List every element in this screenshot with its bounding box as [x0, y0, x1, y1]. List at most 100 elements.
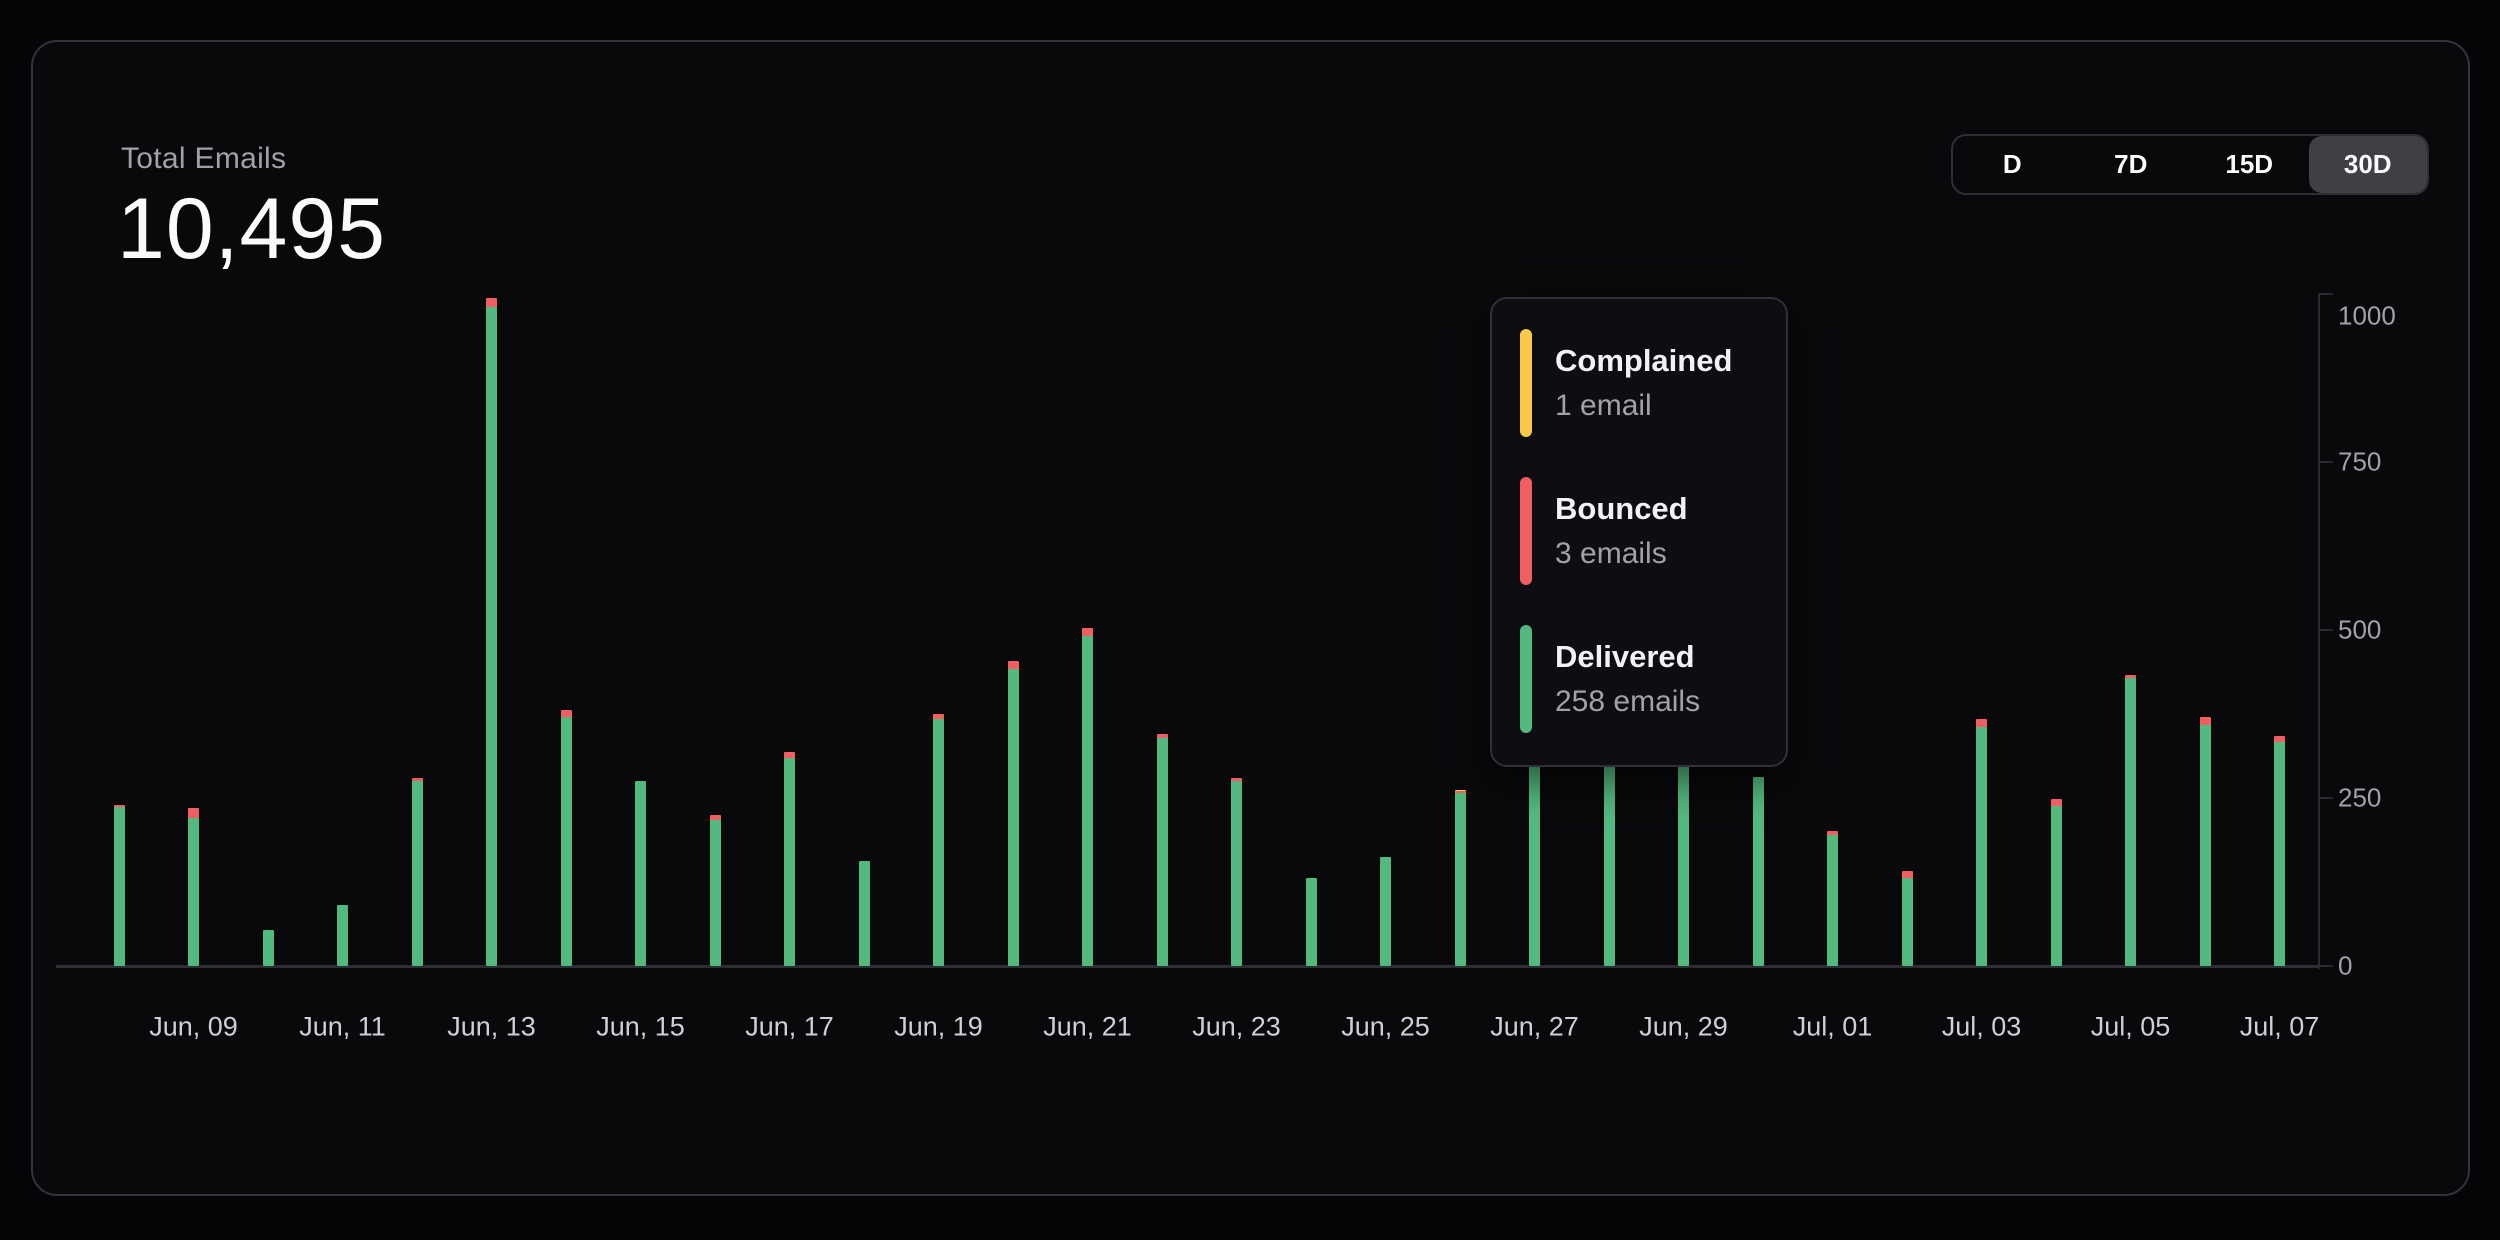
bar-jun-17[interactable]	[784, 752, 795, 966]
bar-jun-25[interactable]	[1380, 857, 1391, 966]
bounced-segment	[1082, 627, 1093, 637]
bar-jun-20[interactable]	[1007, 660, 1019, 966]
tooltip-label: Delivered	[1555, 638, 1695, 674]
bounced-segment	[113, 804, 125, 807]
complained-color-bar	[1520, 329, 1532, 437]
bar-jun-10[interactable]	[262, 929, 274, 966]
bounced-segment	[1901, 871, 1913, 878]
bar-jun-23[interactable]	[1231, 777, 1242, 966]
bar-jun-21[interactable]	[1082, 627, 1093, 966]
bar-jun-12[interactable]	[411, 777, 423, 966]
bar-jul-04[interactable]	[2050, 799, 2062, 966]
bounced-segment	[2125, 675, 2136, 679]
x-tick-label: Jul, 01	[1792, 1011, 1873, 1042]
x-tick-label: Jun, 29	[1639, 1011, 1728, 1042]
bounced-segment	[486, 298, 497, 308]
x-tick-label: Jun, 15	[596, 1011, 685, 1042]
bar-jun-22[interactable]	[1156, 734, 1168, 966]
delivered-segment	[1454, 792, 1466, 966]
tooltip-row-bounced: Bounced 3 emails	[1520, 477, 1786, 585]
tooltip-label: Bounced	[1555, 490, 1688, 526]
bounced-segment	[560, 709, 572, 717]
x-tick-label: Jun, 23	[1192, 1011, 1281, 1042]
x-tick-label: Jun, 13	[447, 1011, 536, 1042]
range-option-7d[interactable]: 7D	[2114, 149, 2148, 179]
bar-jun-16[interactable]	[709, 814, 721, 966]
bar-jul-01[interactable]	[1827, 830, 1838, 966]
y-tick-label: 500	[2338, 614, 2382, 645]
delivered-segment	[784, 757, 795, 966]
bar-jul-07[interactable]	[2274, 736, 2285, 966]
complained-segment	[1454, 789, 1466, 791]
x-tick-label: Jun, 17	[745, 1011, 834, 1042]
delivered-segment	[1231, 781, 1242, 966]
delivered-segment	[2125, 678, 2136, 966]
bar-jul-03[interactable]	[1976, 719, 1987, 966]
range-option-30d[interactable]: 30D	[2308, 136, 2427, 193]
delivered-segment	[1901, 877, 1913, 966]
delivered-segment	[933, 719, 944, 966]
delivered-segment	[1380, 857, 1391, 966]
y-tick-mark	[2318, 293, 2333, 295]
delivered-segment	[560, 716, 572, 966]
bar-jul-05[interactable]	[2125, 675, 2136, 966]
x-axis-line	[56, 965, 2318, 968]
bar-jun-14[interactable]	[560, 709, 572, 966]
bounced-color-bar	[1520, 477, 1532, 585]
delivered-segment	[1082, 636, 1093, 966]
tooltip-row-delivered: Delivered 258 emails	[1520, 625, 1786, 733]
bounced-segment	[1156, 734, 1168, 739]
bounced-segment	[2274, 736, 2285, 742]
total-emails-card: Total Emails 10,495 D 7D 15D 30D	[31, 40, 2470, 1196]
delivered-segment	[858, 861, 870, 966]
bar-jun-13[interactable]	[486, 298, 497, 966]
delivered-segment	[2199, 725, 2211, 966]
time-range-selector: D 7D 15D 30D	[1951, 134, 2429, 195]
bounced-segment	[1454, 790, 1466, 793]
x-tick-label: Jun, 25	[1341, 1011, 1430, 1042]
bounced-segment	[1976, 719, 1987, 728]
delivered-segment	[2274, 741, 2285, 966]
y-tick-mark	[2318, 797, 2333, 799]
delivered-segment	[635, 781, 646, 966]
bar-jun-11[interactable]	[337, 904, 348, 966]
bar-jun-26[interactable]	[1454, 789, 1466, 966]
bounced-segment	[2050, 799, 2062, 807]
y-tick-mark	[2318, 965, 2333, 967]
tooltip-value: 1 email	[1555, 388, 1652, 422]
delivered-segment	[1305, 877, 1317, 966]
x-tick-label: Jun, 27	[1490, 1011, 1579, 1042]
delivered-segment	[2050, 806, 2062, 966]
x-tick-label: Jun, 11	[299, 1011, 386, 1042]
x-tick-label: Jul, 03	[1941, 1011, 2022, 1042]
tooltip-row-complained: Complained 1 email	[1520, 329, 1786, 437]
chart-tooltip: Complained 1 email Bounced 3 emails Deli…	[1490, 297, 1788, 767]
delivered-segment	[262, 929, 274, 966]
tooltip-value: 3 emails	[1555, 536, 1667, 570]
bar-jul-06[interactable]	[2199, 717, 2211, 966]
bounced-segment	[1007, 660, 1019, 669]
bar-jun-24[interactable]	[1305, 877, 1317, 966]
y-axis-line	[2318, 294, 2320, 969]
delivered-segment	[1827, 834, 1838, 966]
bar-jun-08[interactable]	[113, 804, 125, 966]
y-tick-label: 750	[2338, 446, 2382, 477]
x-tick-label: Jul, 07	[2239, 1011, 2320, 1042]
y-tick-mark	[2318, 629, 2333, 631]
y-tick-label: 250	[2338, 782, 2382, 813]
bar-jun-18[interactable]	[858, 861, 870, 966]
bar-jul-02[interactable]	[1901, 871, 1913, 966]
bar-jun-30[interactable]	[1752, 777, 1764, 966]
y-tick-label: 1000	[2338, 300, 2396, 331]
bounced-segment	[709, 814, 721, 821]
delivered-segment	[1976, 727, 1987, 966]
range-option-15d[interactable]: 15D	[2225, 149, 2274, 179]
delivered-segment	[709, 820, 721, 966]
bounced-segment	[188, 808, 199, 819]
bar-jun-15[interactable]	[635, 781, 646, 966]
delivered-segment	[1752, 777, 1764, 966]
bar-jun-19[interactable]	[933, 714, 944, 966]
delivered-segment	[188, 818, 199, 966]
range-option-d[interactable]: D	[2002, 149, 2022, 179]
bar-jun-09[interactable]	[188, 808, 199, 966]
